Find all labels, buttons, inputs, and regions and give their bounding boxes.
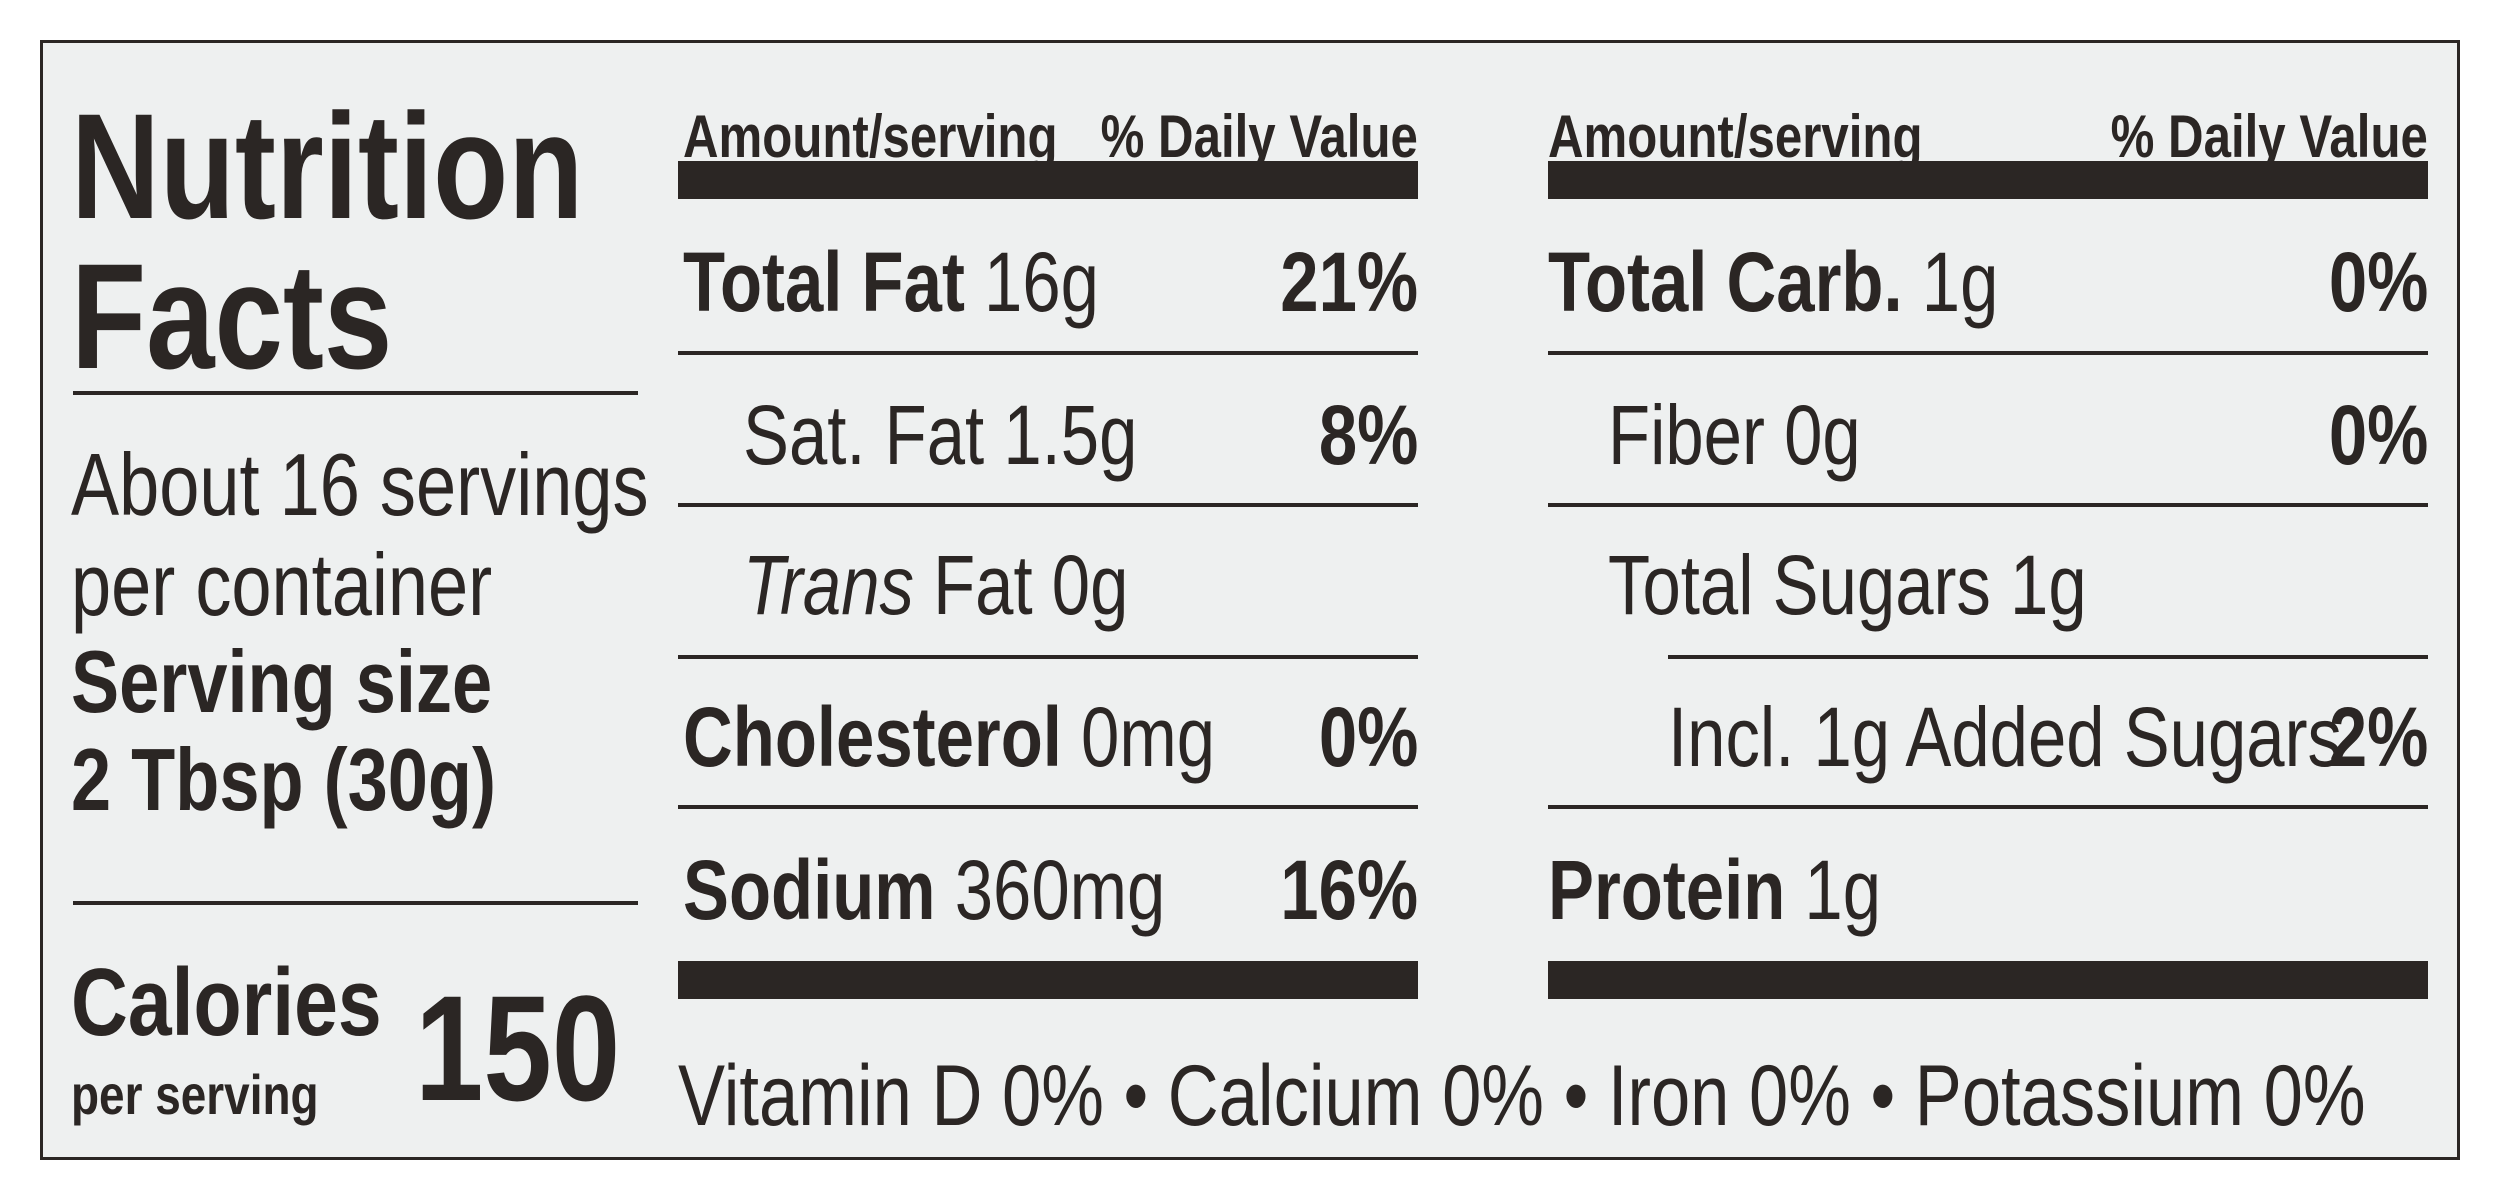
col1-header-daily-value: % Daily Value xyxy=(1100,103,1418,170)
sodium-amount: 360mg xyxy=(954,843,1166,937)
serving-size-value: 2 Tbsp (30g) xyxy=(71,730,497,829)
col2-thick-rule-top xyxy=(1548,161,2428,199)
total-sugars-amount: 1g xyxy=(2010,538,2087,632)
calories-label: Calories xyxy=(71,949,382,1056)
total-fat-label: Total Fat xyxy=(683,235,965,329)
servings-per-container-line-1: About 16 servings xyxy=(71,435,649,534)
added-sugars-label: Incl. 1g Added Sugars xyxy=(1668,690,2342,784)
col1-rule-4 xyxy=(678,805,1418,809)
row-trans-fat: Trans Fat 0g xyxy=(743,543,1213,627)
left-divider-bottom xyxy=(73,901,638,905)
sat-fat-dv: 8% xyxy=(1318,388,1418,482)
total-carb-dv: 0% xyxy=(2328,235,2428,329)
calories-sub-label: per serving xyxy=(71,1063,319,1126)
total-carb-amount: 1g xyxy=(1921,235,1999,329)
col2-rule-2 xyxy=(1548,503,2428,507)
col2-rule-1 xyxy=(1548,351,2428,355)
protein-label: Protein xyxy=(1548,843,1786,937)
title-line-2: Facts xyxy=(71,232,393,400)
cholesterol-dv: 0% xyxy=(1318,690,1418,784)
col2-rule-3 xyxy=(1668,655,2428,659)
serving-size-label: Serving size xyxy=(71,632,493,731)
sodium-dv: 16% xyxy=(1280,843,1418,937)
cholesterol-amount: 0mg xyxy=(1081,690,1216,784)
row-sodium: Sodium 360mg xyxy=(683,848,1271,932)
row-sat-fat: Sat. Fat 1.5g xyxy=(743,393,1224,477)
row-total-carb: Total Carb. 1g xyxy=(1548,240,2097,324)
sodium-label: Sodium xyxy=(683,843,936,937)
fiber-amount: 0g xyxy=(1784,388,1861,482)
col2-header-amount: Amount/serving xyxy=(1548,103,1923,170)
fiber-label: Fiber xyxy=(1608,388,1765,482)
fiber-dv: 0% xyxy=(2328,388,2428,482)
protein-amount: 1g xyxy=(1804,843,1882,937)
left-divider-top xyxy=(73,391,638,395)
col1-thick-rule-top xyxy=(678,161,1418,199)
cholesterol-label: Cholesterol xyxy=(683,690,1062,784)
row-cholesterol: Cholesterol 0mg xyxy=(683,695,1332,779)
trans-fat-amount: 0g xyxy=(1051,538,1129,632)
row-total-fat: Total Fat 16g xyxy=(683,240,1190,324)
trans-fat-label: Fat xyxy=(933,538,1033,632)
servings-per-container-line-2: per container xyxy=(71,535,493,634)
total-sugars-label: Total Sugars xyxy=(1608,538,1991,632)
row-total-sugars: Total Sugars 1g xyxy=(1608,543,2192,627)
trans-fat-italic-label: Trans xyxy=(743,538,914,632)
col1-rule-3 xyxy=(678,655,1418,659)
sat-fat-label: Sat. Fat xyxy=(743,388,985,482)
total-fat-amount: 16g xyxy=(984,235,1099,329)
col1-rule-1 xyxy=(678,351,1418,355)
calories-value: 150 xyxy=(415,964,621,1132)
added-sugars-dv: 2% xyxy=(2328,690,2428,784)
title-line-1: Nutrition xyxy=(71,82,584,250)
vitamins-minerals-footer: Vitamin D 0% • Calcium 0% • Iron 0% • Po… xyxy=(678,1048,2366,1144)
total-fat-dv: 21% xyxy=(1280,235,1418,329)
total-carb-label: Total Carb. xyxy=(1548,235,1903,329)
col1-rule-2 xyxy=(678,503,1418,507)
nutrition-facts-label: Nutrition Facts About 16 servings per co… xyxy=(40,40,2460,1160)
row-protein: Protein 1g xyxy=(1548,848,1954,932)
row-added-sugars: Incl. 1g Added Sugars xyxy=(1668,695,2490,779)
col2-thick-rule-bottom xyxy=(1548,961,2428,999)
row-fiber: Fiber 0g xyxy=(1608,393,1916,477)
sat-fat-amount: 1.5g xyxy=(1003,388,1138,482)
col1-thick-rule-bottom xyxy=(678,961,1418,999)
col2-rule-4 xyxy=(1548,805,2428,809)
col2-header-daily-value: % Daily Value xyxy=(2110,103,2428,170)
col1-header-amount: Amount/serving xyxy=(683,103,1058,170)
